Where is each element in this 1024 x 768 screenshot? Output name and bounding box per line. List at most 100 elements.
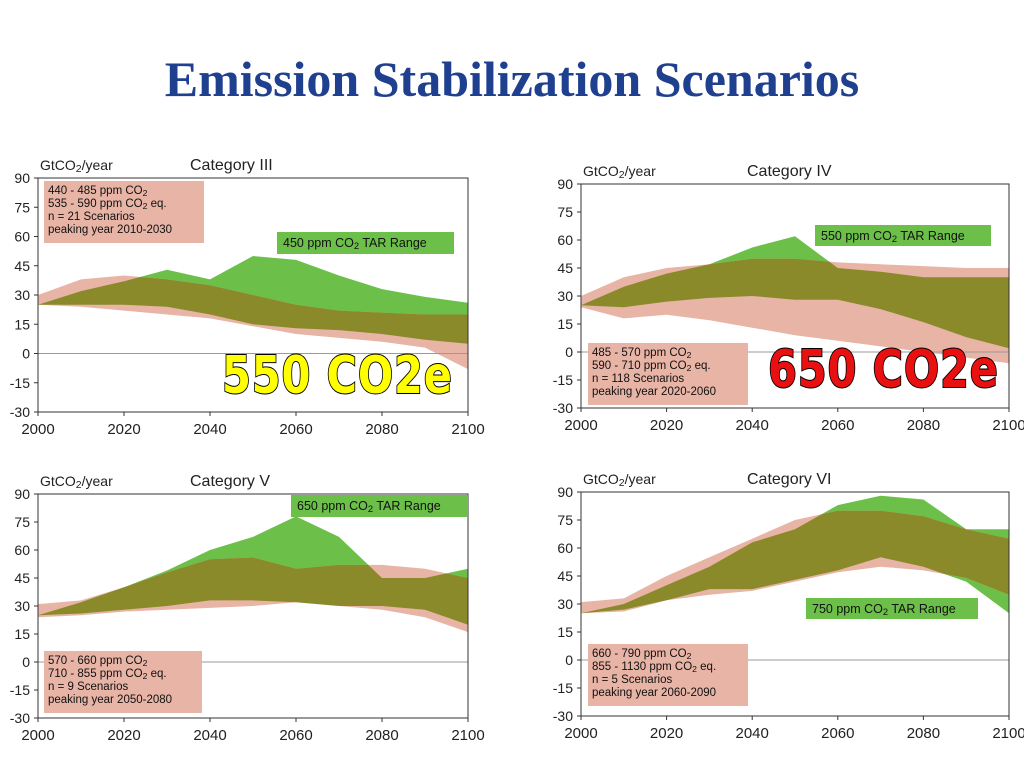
chart-title: Category VI [747,471,831,488]
x-tick-label: 2080 [365,421,398,438]
y-tick-label: 30 [557,288,573,304]
y-tick-label: 0 [22,654,30,670]
x-tick-label: 2080 [907,725,940,742]
y-tick-label: 45 [557,260,573,276]
x-tick-label: 2060 [821,725,854,742]
y-tick-label: 0 [565,344,573,360]
scenario-info-line: 440 - 485 ppm CO2​ [48,185,148,198]
tar-range-legend-label: 450 ppm CO2​ TAR Range [283,236,427,251]
tar-range-legend [806,598,978,619]
scenario-info-line: peaking year 2020-2060 [592,386,716,398]
tar-range-legend [291,495,467,517]
y-tick-label: 15 [557,624,573,640]
x-tick-label: 2000 [21,421,54,438]
x-tick-label: 2060 [279,421,312,438]
y-tick-label: 30 [557,596,573,612]
scenario-info-line: n = 118 Scenarios [592,373,684,385]
slide-title: Emission Stabilization Scenarios [164,51,860,107]
chart-title: Category V [190,473,270,490]
y-tick-label: 15 [557,316,573,332]
scenario-info-line: n = 5 Scenarios [592,674,672,686]
y-tick-label: -30 [553,400,573,416]
scenario-info-line: 535 - 590 ppm CO2​ eq. [48,198,167,211]
x-tick-label: 2100 [451,421,484,438]
y-tick-label: 75 [557,512,573,528]
scenario-info-box [588,644,748,706]
y-tick-label: 90 [14,486,30,502]
tar-range-legend-label: 650 ppm CO2​ TAR Range [297,499,441,514]
overlay-label-550-co2e: 550 CO2e [221,346,453,406]
x-tick-label: 2000 [21,727,54,744]
chart-title: Category III [190,157,273,174]
band-overlap [581,510,1009,614]
y-tick-label: 30 [14,287,30,303]
band-overlap [581,258,1009,349]
y-tick-label: 45 [14,258,30,274]
x-tick-label: 2100 [992,725,1024,742]
scenario-info-line: 485 - 570 ppm CO2​ [592,347,692,360]
x-tick-label: 2040 [193,421,226,438]
x-tick-label: 2040 [736,417,769,434]
tar-range-legend-label: 550 ppm CO2​ TAR Range [821,229,965,244]
y-tick-label: 60 [557,540,573,556]
scenario-info-line: 710 - 855 ppm CO2​ eq. [48,668,167,681]
y-tick-label: 15 [14,626,30,642]
scenario-info-line: n = 9 Scenarios [48,681,128,693]
y-axis-label: GtCO2​/year [40,157,113,175]
y-tick-label: 75 [557,204,573,220]
x-tick-label: 2100 [992,417,1024,434]
scenario-info-line: 855 - 1130 ppm CO2​ eq. [592,661,716,674]
y-tick-label: 30 [14,598,30,614]
y-tick-label: 15 [14,316,30,332]
y-tick-label: 90 [557,176,573,192]
y-tick-label: -30 [10,404,30,420]
y-axis-label: GtCO2​/year [583,163,656,181]
y-tick-label: 90 [14,170,30,186]
scenario-info-box [44,651,202,713]
y-tick-label: -30 [10,710,30,726]
tar-range-legend [815,225,991,246]
y-tick-label: -15 [553,372,573,388]
x-tick-label: 2020 [650,725,683,742]
x-tick-label: 2040 [193,727,226,744]
y-tick-label: 45 [14,570,30,586]
x-tick-label: 2020 [107,421,140,438]
x-tick-label: 2020 [107,727,140,744]
tar-range-legend-label: 750 ppm CO2​ TAR Range [812,602,956,617]
band-overlap [38,275,468,344]
scenario-info-line: peaking year 2060-2090 [592,687,716,699]
y-axis-label: GtCO2​/year [40,473,113,491]
y-tick-label: -15 [10,375,30,391]
tar-range-legend [277,232,454,254]
x-tick-label: 2100 [451,727,484,744]
y-tick-label: -30 [553,708,573,724]
scenario-info-line: peaking year 2050-2080 [48,694,172,706]
y-tick-label: 45 [557,568,573,584]
y-tick-label: 75 [14,199,30,215]
x-tick-label: 2040 [736,725,769,742]
y-axis-label: GtCO2​/year [583,471,656,489]
y-tick-label: 60 [14,229,30,245]
overlay-label-650-co2e: 650 CO2e [767,340,999,400]
y-tick-label: 90 [557,484,573,500]
y-tick-label: -15 [553,680,573,696]
x-tick-label: 2080 [365,727,398,744]
x-tick-label: 2060 [279,727,312,744]
scenario-info-box [44,181,204,243]
y-tick-label: 0 [22,346,30,362]
y-tick-label: -15 [10,682,30,698]
x-tick-label: 2000 [564,725,597,742]
scenario-info-line: 570 - 660 ppm CO2​ [48,655,148,668]
x-tick-label: 2060 [821,417,854,434]
x-tick-label: 2020 [650,417,683,434]
y-tick-label: 0 [565,652,573,668]
y-tick-label: 60 [557,232,573,248]
band-overlap [38,557,468,625]
scenario-info-line: peaking year 2010-2030 [48,224,172,236]
x-tick-label: 2080 [907,417,940,434]
scenario-info-line: 590 - 710 ppm CO2​ eq. [592,360,711,373]
